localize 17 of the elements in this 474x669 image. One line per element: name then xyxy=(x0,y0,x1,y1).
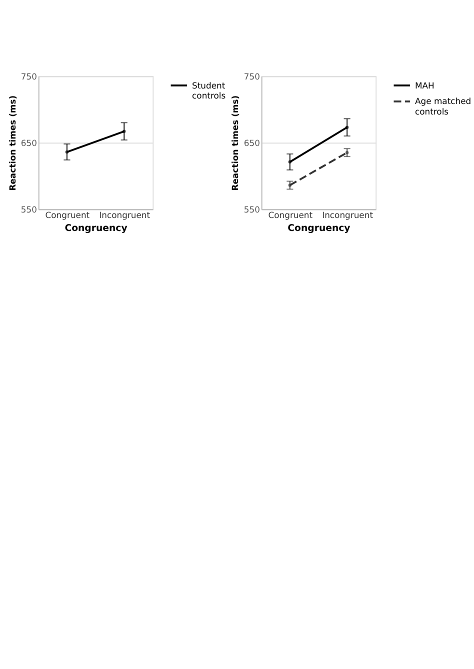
y-tick-label: 650 xyxy=(244,138,260,148)
legend-label: Age matched controls xyxy=(414,96,472,117)
y-axis-title: Reaction times (ms) xyxy=(7,95,18,191)
x-tick-label: Incongruent xyxy=(99,210,151,220)
y-tick-label: 550 xyxy=(244,204,260,214)
x-tick-label: Congruent xyxy=(45,210,90,220)
y-tick-label: 750 xyxy=(20,71,37,82)
x-tick-label: Congruent xyxy=(268,210,314,220)
x-axis-title: Congruency xyxy=(288,223,350,234)
legend-label: MAH xyxy=(414,80,434,90)
y-tick-label: 550 xyxy=(20,204,37,214)
y-tick-label: 650 xyxy=(20,138,37,148)
y-axis-title: Reaction times (ms) xyxy=(230,95,240,191)
legend-label: Student controls xyxy=(192,80,226,101)
x-tick-label: Incongruent xyxy=(322,210,374,220)
x-axis-title: Congruency xyxy=(64,223,128,234)
y-tick-label: 750 xyxy=(244,71,260,82)
